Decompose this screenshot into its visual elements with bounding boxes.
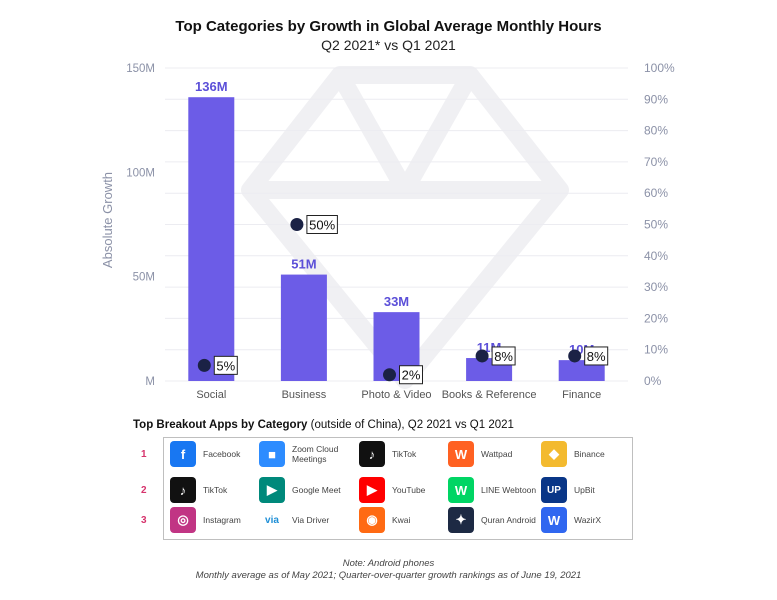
- growth-label: 50%: [309, 218, 335, 233]
- youtube-icon: ▶: [359, 477, 385, 503]
- rank-label: 1: [141, 449, 147, 460]
- wattpad-icon: W: [448, 441, 474, 467]
- app-entry: f Facebook: [170, 441, 240, 467]
- via-driver-icon: via: [259, 507, 285, 533]
- breakout-title-rest: (outside of China), Q2 2021 vs Q1 2021: [307, 419, 514, 431]
- chart-subtitle: Q2 2021* vs Q1 2021: [321, 37, 456, 53]
- chart-title: Top Categories by Growth in Global Avera…: [175, 18, 602, 35]
- app-name: TikTok: [203, 485, 228, 495]
- y-tick-label: 50M: [133, 272, 155, 284]
- growth-label: 2%: [402, 368, 421, 383]
- y2-tick-label: 60%: [644, 186, 668, 200]
- line-webtoon-icon: W: [448, 477, 474, 503]
- y2-tick-label: 10%: [644, 343, 668, 357]
- growth-label-box: [306, 215, 338, 234]
- note-line-2: Monthly average as of May 2021; Quarter-…: [195, 570, 582, 581]
- rank-label: 2: [141, 485, 147, 496]
- growth-label-box: [213, 355, 238, 375]
- growth-dot: [290, 218, 304, 231]
- growth-label: 8%: [494, 349, 513, 364]
- app-entry: ✦ Quran Android: [448, 507, 536, 533]
- growth-dot: [383, 368, 396, 382]
- app-entry: W Wattpad: [448, 441, 512, 467]
- app-name: LINE Webtoon: [481, 485, 537, 495]
- upbit-icon: UP: [541, 477, 567, 503]
- app-name: Quran Android: [481, 515, 536, 525]
- tiktok-icon: ♪: [359, 441, 385, 467]
- app-name: Via Driver: [292, 515, 330, 525]
- app-name: YouTube: [392, 485, 426, 495]
- google-meet-icon: ▶: [259, 477, 285, 503]
- y2-tick-label: 40%: [644, 249, 668, 263]
- y-axis-label: Absolute Growth: [100, 172, 115, 268]
- growth-dot: [475, 349, 489, 363]
- category-label: Business: [282, 389, 327, 401]
- growth-label-box: [491, 346, 516, 366]
- y2-tick-label: 50%: [644, 218, 668, 232]
- app-name: Facebook: [203, 449, 241, 459]
- category-label: Finance: [562, 389, 601, 401]
- y2-tick-label: 90%: [644, 92, 668, 106]
- app-name: Binance: [574, 449, 605, 459]
- y2-tick-label: 0%: [644, 374, 662, 388]
- app-name: Google Meet: [292, 485, 341, 495]
- binance-icon: ◆: [541, 441, 567, 467]
- app-entry: ■ Zoom Cloud Meetings: [259, 441, 340, 467]
- y2-tick-label: 70%: [644, 155, 668, 169]
- facebook-icon: f: [170, 441, 196, 467]
- y2-tick-label: 80%: [644, 124, 668, 138]
- app-entry: ♪ TikTok: [359, 441, 416, 467]
- bar-value-label: 51M: [291, 257, 316, 272]
- y-tick-label: M: [145, 376, 155, 388]
- app-name: Zoom Cloud Meetings: [292, 444, 339, 464]
- bar: [188, 97, 235, 382]
- y-tick-label: 150M: [126, 63, 155, 75]
- category-label: Social: [196, 389, 226, 401]
- app-name: WazirX: [574, 515, 602, 525]
- kwai-icon: ◉: [359, 507, 385, 533]
- note-line-1: Note: Android phones: [342, 558, 435, 569]
- app-entry: ▶ YouTube: [359, 477, 425, 503]
- category-label: Books & Reference: [442, 389, 537, 401]
- app-entry: ♪ TikTok: [170, 477, 227, 503]
- app-name: Wattpad: [481, 449, 513, 459]
- instagram-icon: ◎: [170, 507, 196, 533]
- app-entry: ◎ Instagram: [170, 507, 241, 533]
- breakout-apps-table: [163, 437, 633, 540]
- y2-tick-label: 30%: [644, 280, 668, 294]
- diamond-watermark: [241, 66, 569, 389]
- quran-android-icon: ✦: [448, 507, 474, 533]
- app-entry: ◆ Binance: [541, 441, 605, 467]
- rank-label: 3: [141, 515, 147, 526]
- app-name: Instagram: [203, 515, 241, 525]
- app-entry: ◉ Kwai: [359, 507, 410, 533]
- app-entry: W WazirX: [541, 507, 601, 533]
- app-name: UpBit: [574, 485, 595, 495]
- app-entry: W LINE Webtoon: [448, 477, 536, 503]
- growth-dot: [568, 349, 582, 363]
- y2-tick-label: 20%: [644, 311, 668, 325]
- app-entry: ▶ Google Meet: [259, 477, 341, 503]
- app-name: TikTok: [392, 449, 417, 459]
- y2-tick-label: 100%: [644, 61, 675, 75]
- y-tick-label: 100M: [126, 167, 155, 179]
- app-entry: UP UpBit: [541, 477, 595, 503]
- breakout-title: Top Breakout Apps by Category (outside o…: [133, 419, 514, 431]
- bar-chart: M 50M 100M 150M 0% 10% 20% 30% 40% 50% 60% 70% 80% 9…: [100, 61, 675, 401]
- bar-value-label: 136M: [195, 79, 228, 94]
- bar: [280, 274, 327, 381]
- growth-label-box: [399, 365, 423, 385]
- growth-label: 8%: [587, 349, 606, 364]
- bar-value-label: 33M: [384, 294, 409, 309]
- growth-label: 5%: [216, 358, 235, 373]
- category-label: Photo & Video: [361, 389, 431, 401]
- zoom-icon: ■: [259, 441, 285, 467]
- tiktok-icon: ♪: [170, 477, 196, 503]
- growth-dot: [197, 358, 211, 372]
- app-name: Kwai: [392, 515, 411, 525]
- wazirx-icon: W: [541, 507, 567, 533]
- growth-label-box: [584, 346, 609, 366]
- breakout-title-bold: Top Breakout Apps by Category: [133, 419, 308, 431]
- app-entry: via Via Driver: [259, 507, 329, 533]
